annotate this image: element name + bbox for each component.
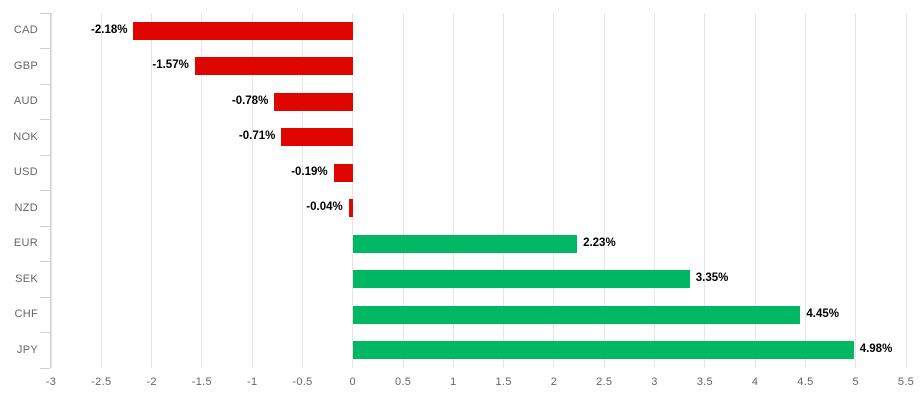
bar-cad <box>133 21 353 40</box>
value-label-nok: -0.71% <box>238 130 276 143</box>
gridline <box>855 13 857 368</box>
x-axis-tick-label: -1 <box>246 376 258 388</box>
gridline <box>754 13 756 368</box>
gridline <box>352 13 354 368</box>
x-axis-tick-label: 0.5 <box>394 376 412 388</box>
bar-chf <box>352 305 801 324</box>
y-axis-tick <box>40 48 50 49</box>
y-axis-label-nzd: NZD <box>14 201 38 214</box>
x-axis-tick-label: -0.5 <box>292 376 313 388</box>
bar-aud <box>274 92 353 111</box>
gridline <box>50 13 52 368</box>
bar-usd <box>333 163 353 182</box>
y-axis-tick <box>40 261 50 262</box>
bar-nok <box>281 128 353 147</box>
gridline <box>704 13 706 368</box>
y-axis-label-aud: AUD <box>13 95 38 108</box>
gridline <box>301 13 303 368</box>
y-axis-tick <box>40 190 50 191</box>
y-axis-tick <box>40 225 50 227</box>
x-axis-tick-label: 0 <box>349 376 356 388</box>
x-axis-tick-label: 3.5 <box>696 376 713 388</box>
bar-gbp <box>194 57 353 76</box>
x-axis-tick-label: 4 <box>751 376 759 388</box>
gridline <box>151 13 153 368</box>
gridline <box>804 13 806 368</box>
gridline <box>905 13 907 368</box>
x-axis-tick-label: 1.5 <box>495 376 512 388</box>
value-label-sek: 3.35% <box>695 272 729 285</box>
y-axis-label-jpy: JPY <box>16 343 38 356</box>
gridline <box>452 13 454 368</box>
y-axis-label-chf: CHF <box>14 308 38 321</box>
gridline <box>603 13 605 368</box>
y-axis-tick <box>40 332 50 333</box>
y-axis-label-eur: EUR <box>13 237 38 250</box>
y-axis-label-usd: USD <box>13 166 38 179</box>
y-axis-tick <box>40 367 50 369</box>
value-label-eur: 2.23% <box>583 236 616 249</box>
x-axis-tick-label: 5 <box>852 376 859 388</box>
value-label-chf: 4.45% <box>806 307 839 320</box>
bar-eur <box>352 234 578 253</box>
x-axis-tick-label: -1.5 <box>191 376 212 388</box>
y-axis-tick <box>40 83 50 85</box>
bar-sek <box>352 270 690 289</box>
y-axis-label-sek: SEK <box>15 272 38 285</box>
gridline <box>402 13 404 368</box>
x-axis-tick-label: -2 <box>146 376 157 388</box>
y-axis-tick <box>40 119 50 120</box>
gridline <box>503 13 505 368</box>
gridline <box>201 13 203 368</box>
y-axis-tick <box>40 12 50 14</box>
x-axis-tick-label: -3 <box>45 376 57 388</box>
y-axis-tick <box>40 154 50 156</box>
x-axis-tick-label: 3 <box>651 376 658 388</box>
x-axis-tick-label: 4.5 <box>797 376 814 388</box>
value-label-cad: -2.18% <box>91 23 128 36</box>
gridline <box>100 13 102 368</box>
y-axis-label-cad: CAD <box>13 24 38 37</box>
gridline <box>251 13 253 368</box>
bar-jpy <box>352 341 854 360</box>
x-axis-tick-label: 1 <box>450 376 457 388</box>
value-label-gbp: -1.57% <box>152 59 189 72</box>
value-label-usd: -0.19% <box>291 165 328 178</box>
x-axis-tick-label: -2.5 <box>91 376 112 388</box>
value-label-jpy: 4.98% <box>859 343 893 356</box>
x-axis-tick-label: 2.5 <box>596 376 613 388</box>
x-axis-tick-label: 2 <box>550 376 558 388</box>
bar-nzd <box>348 199 353 218</box>
gridline <box>553 13 555 368</box>
y-axis-line <box>50 13 51 368</box>
y-axis-tick <box>40 296 50 298</box>
gridline <box>654 13 656 368</box>
value-label-nzd: -0.04% <box>306 201 343 214</box>
value-label-aud: -0.78% <box>231 94 269 107</box>
y-axis-label-gbp: GBP <box>13 59 38 72</box>
x-axis-tick-label: 5.5 <box>897 376 915 388</box>
y-axis-label-nok: NOK <box>13 130 38 143</box>
